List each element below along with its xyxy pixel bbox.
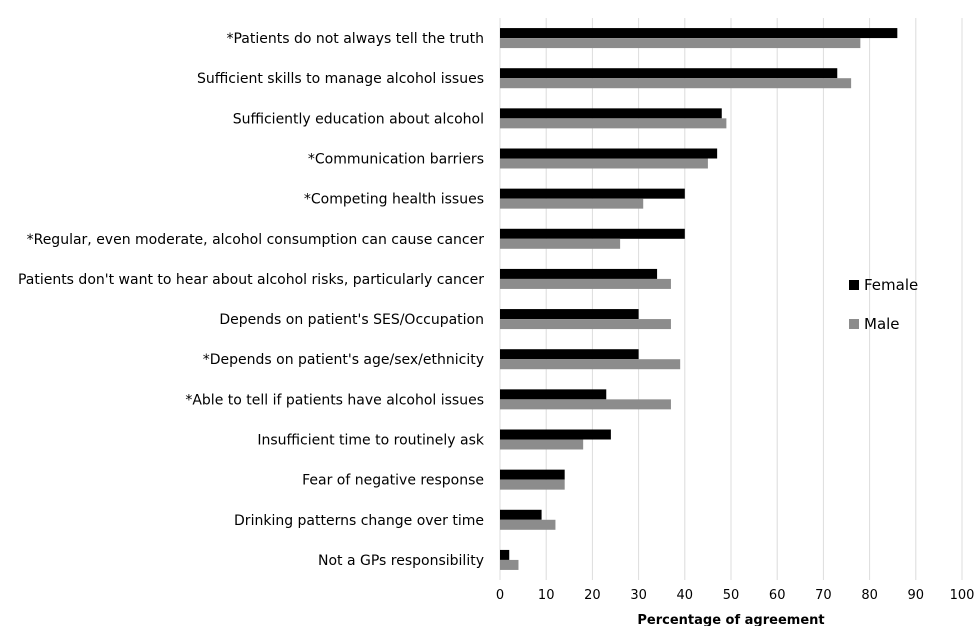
bar-female-1 [500,68,838,79]
category-label: Drinking patterns change over time [234,513,484,529]
category-label: Patients don't want to hear about alcoho… [18,272,484,288]
legend-label-female: Female [864,276,918,294]
bar-female-4 [500,188,685,199]
legend-swatch-female [849,280,859,290]
bar-female-0 [500,28,898,39]
bar-male-5 [500,238,621,249]
category-label: Fear of negative response [302,473,484,489]
category-label: Sufficiently education about alcohol [233,111,484,127]
x-tick-label: 50 [723,588,740,603]
x-tick-label: 10 [538,588,555,603]
bar-male-3 [500,158,708,169]
bar-male-7 [500,319,671,330]
bar-male-2 [500,118,727,129]
gridlines [499,18,963,580]
category-label: Sufficient skills to manage alcohol issu… [197,71,484,87]
category-label: *Communication barriers [308,152,484,168]
bar-female-2 [500,108,722,119]
bar-female-9 [500,389,607,400]
x-tick-label: 70 [815,588,832,603]
category-label: *Depends on patient's age/sex/ethnicity [203,352,484,368]
legend-swatch-male [849,319,859,329]
bar-female-8 [500,349,639,360]
bar-male-1 [500,78,852,89]
category-label: *Patients do not always tell the truth [226,31,484,47]
x-tick-label: 80 [861,588,878,603]
legend-label-male: Male [864,315,900,333]
bar-male-4 [500,198,644,209]
x-tick-label: 60 [769,588,786,603]
bars [500,28,898,570]
bar-male-8 [500,359,681,370]
bar-female-3 [500,148,718,159]
category-labels: *Patients do not always tell the truth Su… [18,31,485,569]
x-tick-label: 30 [630,588,647,603]
x-axis-title: Percentage of agreement [637,613,824,626]
x-tick-label: 100 [950,588,974,603]
legend: Female Male [849,276,918,333]
bar-female-6 [500,268,658,279]
bar-male-9 [500,399,671,410]
category-label: Not a GPs responsibility [318,553,484,569]
bar-male-0 [500,38,861,49]
bar-male-6 [500,278,671,289]
x-tick-label: 20 [584,588,601,603]
bar-male-12 [500,519,556,530]
category-label: Depends on patient's SES/Occupation [219,312,484,328]
category-label: *Competing health issues [304,192,484,208]
x-tick-label: 40 [677,588,694,603]
bar-male-13 [500,559,519,570]
bar-male-10 [500,439,584,450]
bar-female-11 [500,469,565,480]
bar-female-5 [500,228,685,239]
x-tick-label: 0 [496,588,504,603]
bar-female-13 [500,549,510,560]
category-label: *Regular, even moderate, alcohol consump… [27,232,485,248]
bar-female-12 [500,509,542,520]
bar-male-11 [500,479,565,490]
bar-female-7 [500,309,639,320]
x-axis-ticks: 0 10 20 30 40 50 60 70 80 90 100 [496,588,974,603]
category-label: *Able to tell if patients have alcohol i… [185,392,484,408]
bar-female-10 [500,429,611,440]
x-tick-label: 90 [908,588,925,603]
category-label: Insufficient time to routinely ask [257,433,485,449]
